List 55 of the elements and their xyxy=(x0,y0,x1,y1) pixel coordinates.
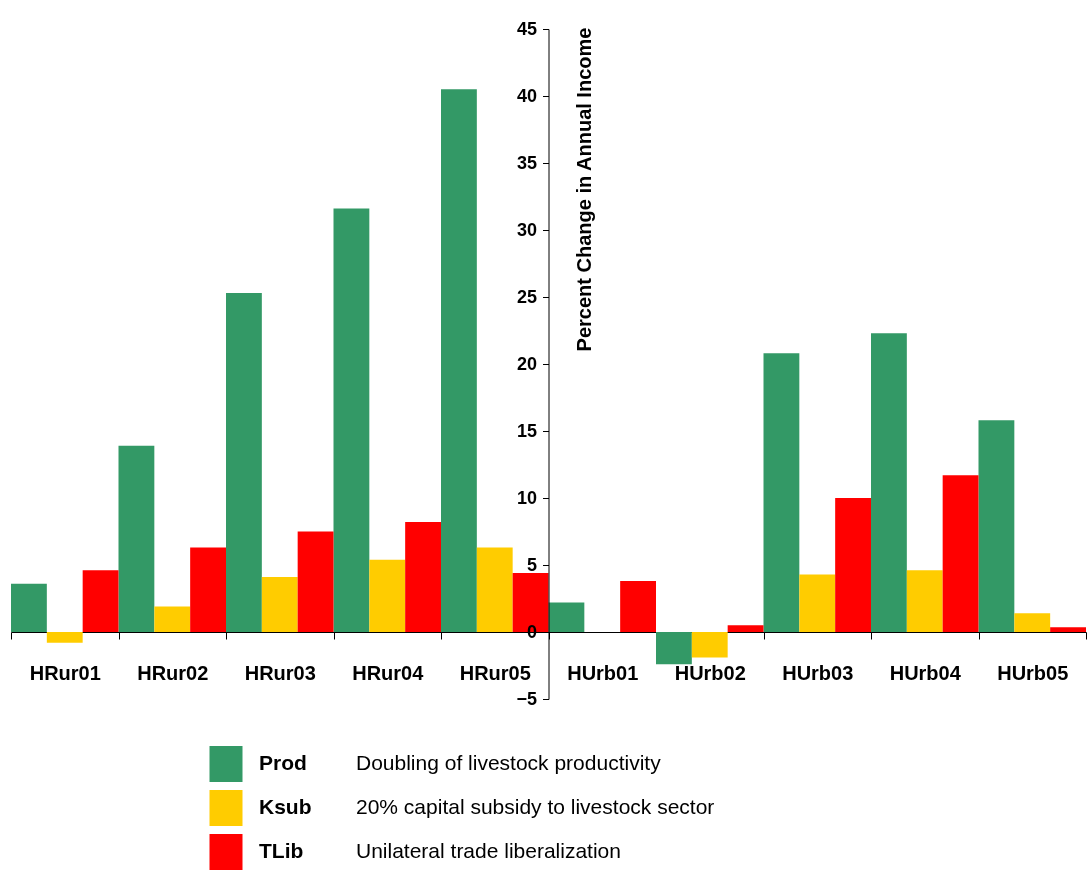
y-tick-label: 35 xyxy=(516,152,537,173)
x-tick-label: HUrb01 xyxy=(567,661,639,684)
x-tick-label: HRur02 xyxy=(137,661,209,684)
x-tick-label: HUrb02 xyxy=(674,661,746,684)
legend-label: Prod xyxy=(259,750,307,774)
y-tick-label: 15 xyxy=(516,420,537,441)
bar xyxy=(1050,627,1086,632)
bar xyxy=(727,625,764,632)
bar xyxy=(906,570,943,632)
text: Unilateral trade liberalization xyxy=(356,839,621,863)
bar xyxy=(835,498,871,632)
bar xyxy=(369,559,406,632)
x-tick-label: HUrb05 xyxy=(997,661,1069,684)
x-tick-label: HUrb04 xyxy=(889,661,962,684)
y-tick-label: 20 xyxy=(516,353,537,374)
bar xyxy=(154,606,191,632)
legend-label: TLib xyxy=(259,839,304,863)
bar xyxy=(261,577,298,632)
y-tick-label: −5 xyxy=(516,688,537,709)
bar xyxy=(118,445,155,632)
bar xyxy=(82,570,119,632)
x-tick-label: HUrb03 xyxy=(782,661,854,684)
bar xyxy=(691,632,728,658)
bar xyxy=(333,208,370,632)
bar xyxy=(620,581,656,632)
bar xyxy=(405,522,441,632)
y-tick-label: 5 xyxy=(526,554,537,575)
bar xyxy=(190,547,226,632)
bar xyxy=(46,632,83,643)
x-tick-label: HRur03 xyxy=(244,661,316,684)
bar xyxy=(1014,613,1051,632)
text: 20% capital subsidy to livestock sector xyxy=(356,795,715,818)
bar xyxy=(11,583,47,632)
bar xyxy=(942,475,979,632)
bar xyxy=(441,89,477,632)
y-tick-label: 40 xyxy=(516,85,537,106)
bar xyxy=(763,353,800,632)
x-tick-label: HRur01 xyxy=(29,661,101,684)
y-axis-title: Percent Change in Annual Income xyxy=(573,27,595,352)
bar xyxy=(226,292,262,632)
x-tick-label: HRur04 xyxy=(352,661,425,684)
bar xyxy=(871,333,907,632)
y-tick-label: 25 xyxy=(516,286,537,307)
bar xyxy=(978,420,1015,632)
bar xyxy=(476,547,513,632)
y-tick-label: 45 xyxy=(516,18,537,39)
bar xyxy=(799,574,836,632)
bar xyxy=(297,531,334,632)
y-tick-label: 10 xyxy=(516,487,537,508)
y-tick-label: 30 xyxy=(516,219,537,240)
bar xyxy=(548,602,585,632)
bar xyxy=(656,632,692,665)
text: Doubling of livestock productivity xyxy=(356,750,662,774)
x-tick-label: HRur05 xyxy=(459,661,531,684)
legend-label: Ksub xyxy=(259,795,312,818)
